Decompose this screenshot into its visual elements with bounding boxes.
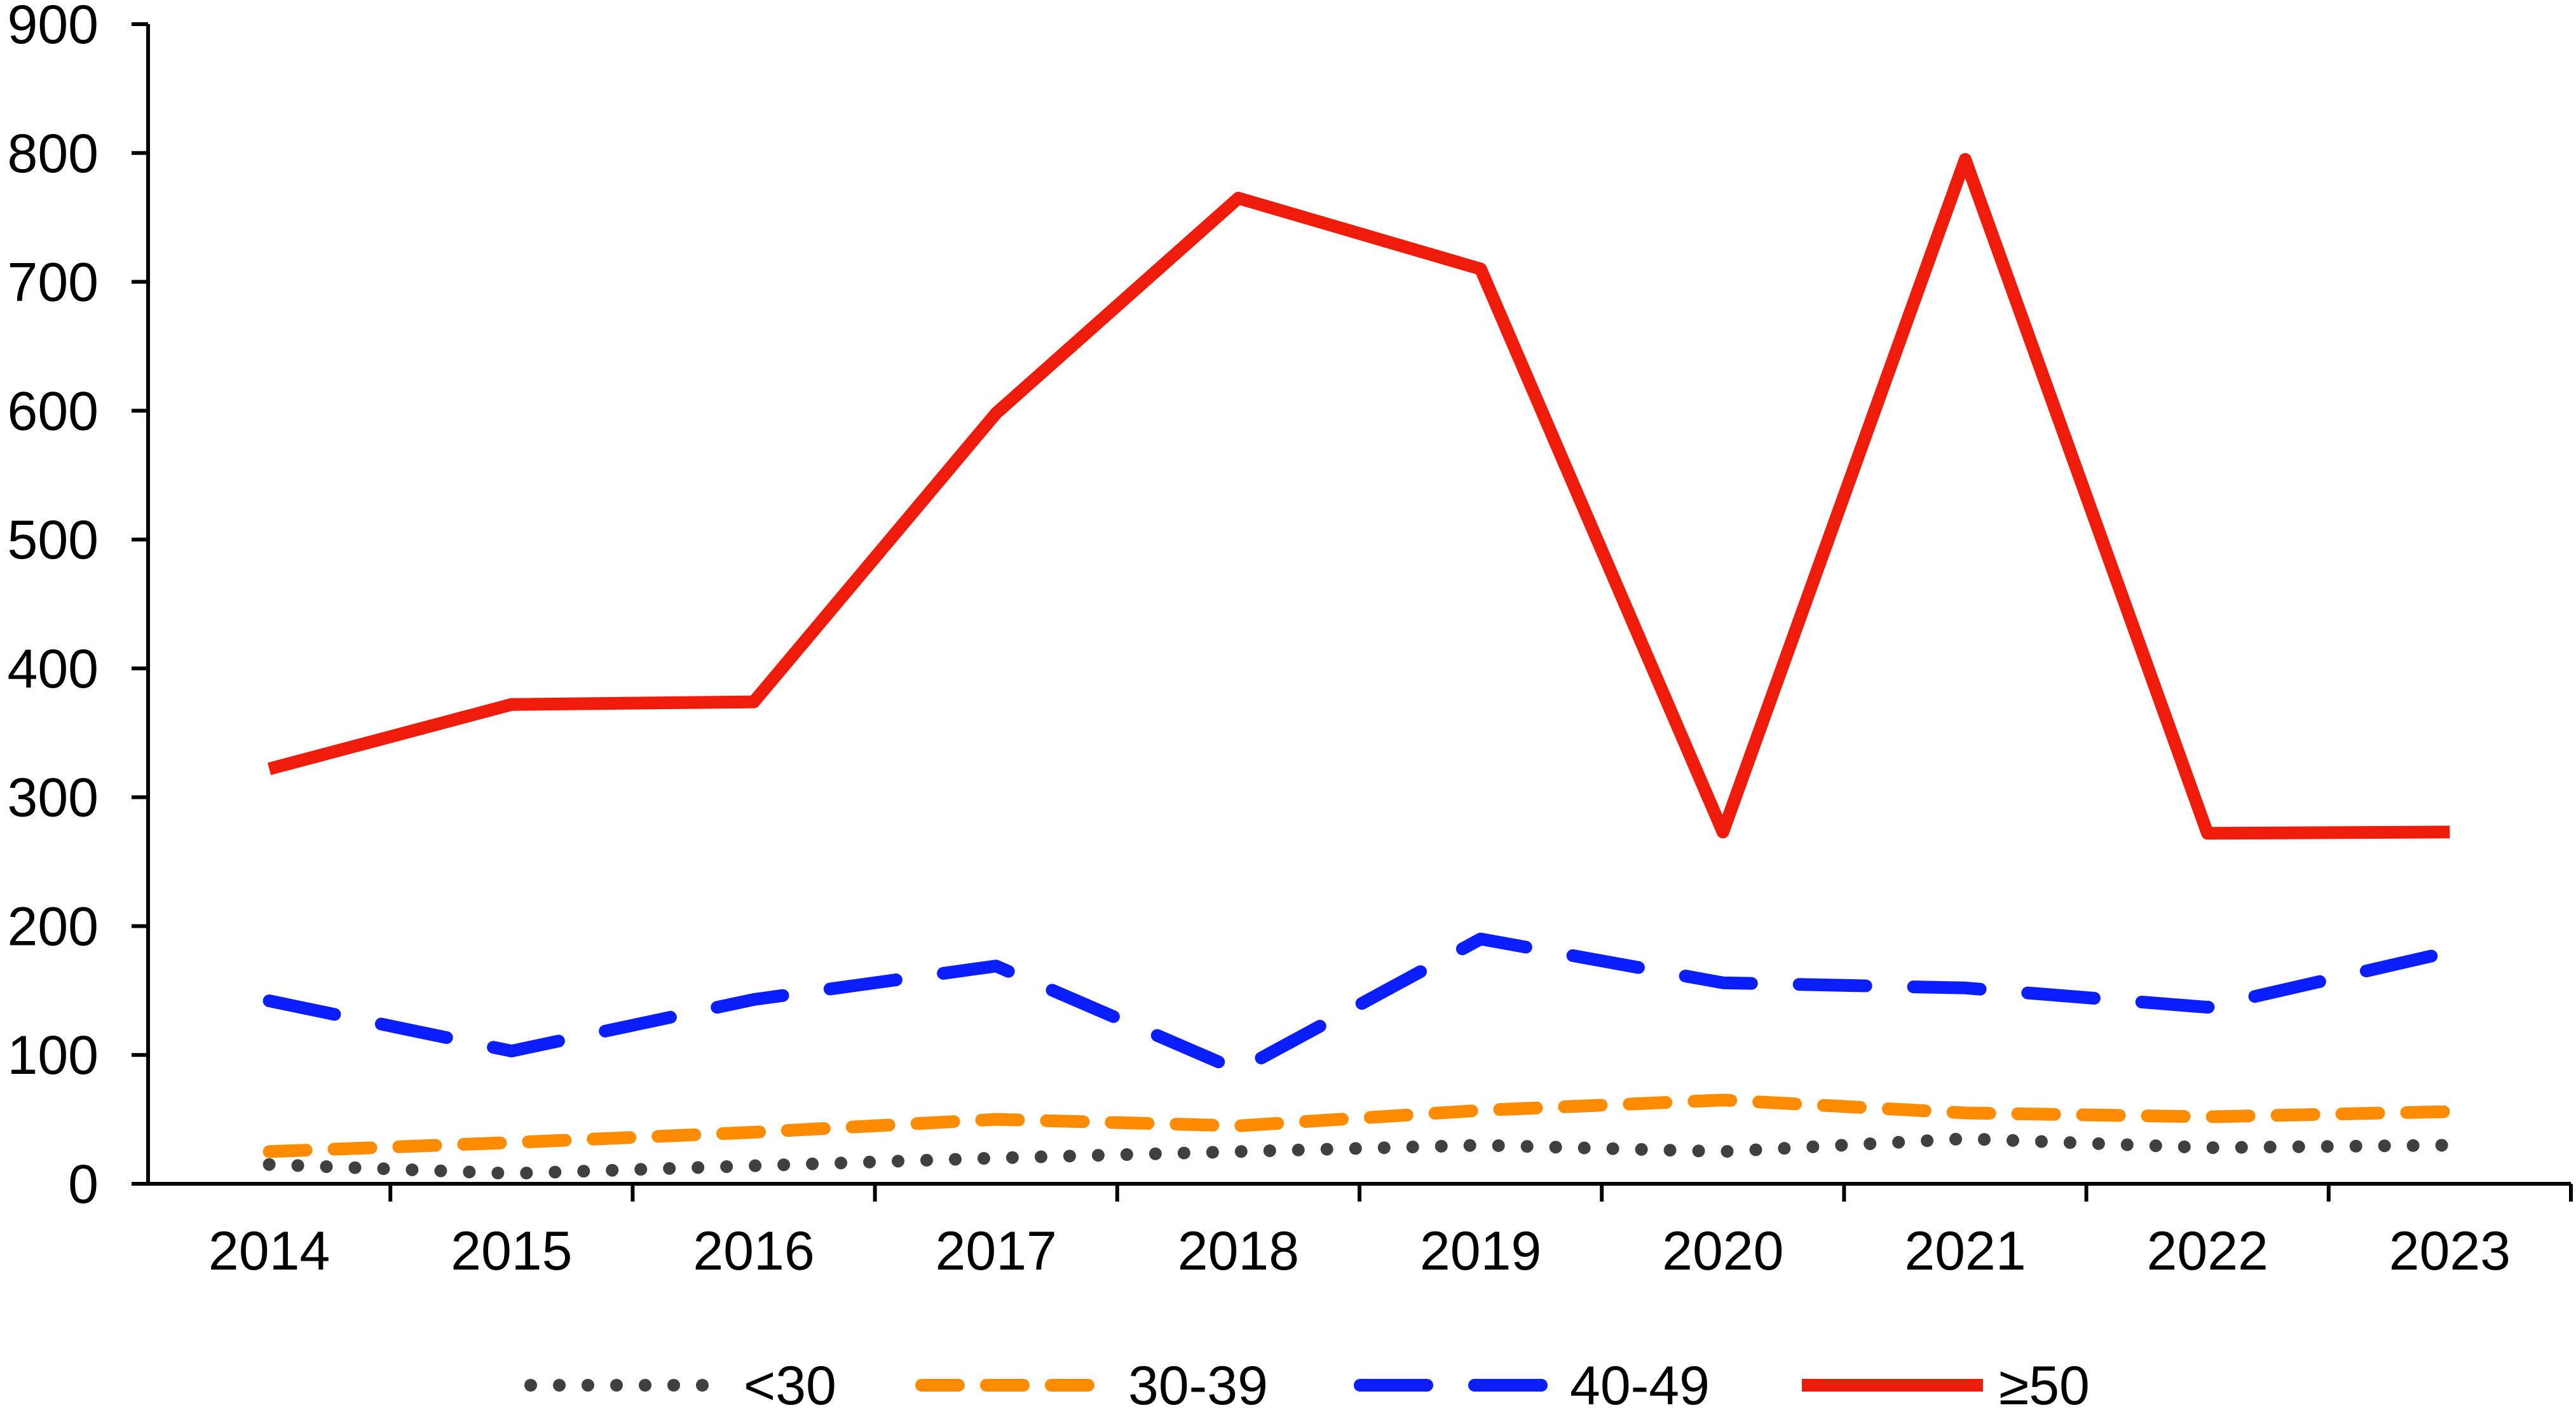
- x-tick-label: 2023: [2389, 1221, 2511, 1282]
- x-tick-label: 2017: [936, 1221, 1057, 1282]
- x-axis-ticks: 2014 2015 2016 2017 2018 2019 2020 2021 2022 2023: [208, 1184, 2573, 1282]
- plot-area: [262, 153, 2457, 1180]
- legend-label: ≥50: [1999, 1355, 2090, 1410]
- x-tick-label: 2018: [1178, 1221, 1299, 1282]
- y-axis-ticks: 0 100 200 300 400 500 600 700 800 900: [8, 0, 148, 1215]
- legend-label: 40-49: [1570, 1355, 1710, 1410]
- legend: <30 30-39 40-49 ≥50: [524, 1355, 2090, 1410]
- x-tick-label: 2022: [2147, 1221, 2268, 1282]
- series-line: [262, 1094, 2457, 1158]
- series-line: [262, 1132, 2457, 1180]
- y-tick-label: 900: [8, 0, 99, 55]
- y-tick-label: 800: [8, 123, 99, 184]
- y-tick-label: 500: [8, 510, 99, 571]
- x-tick-label: 2019: [1420, 1221, 1541, 1282]
- y-tick-label: 300: [8, 768, 99, 829]
- y-tick-label: 700: [8, 252, 99, 313]
- series-line: [268, 153, 2450, 840]
- y-tick-label: 200: [8, 896, 99, 957]
- x-tick-label: 2014: [208, 1221, 330, 1282]
- x-tick-label: 2021: [1904, 1221, 2026, 1282]
- series-line: [262, 932, 2457, 1077]
- y-tick-label: 600: [8, 381, 99, 442]
- y-tick-label: 400: [8, 639, 99, 700]
- legend-label: 30-39: [1128, 1355, 1268, 1410]
- legend-label: <30: [744, 1355, 836, 1410]
- x-tick-label: 2020: [1662, 1221, 1783, 1282]
- x-tick-label: 2016: [693, 1221, 814, 1282]
- y-tick-label: 100: [8, 1025, 99, 1086]
- x-tick-label: 2015: [451, 1221, 572, 1282]
- y-tick-label: 0: [68, 1154, 99, 1215]
